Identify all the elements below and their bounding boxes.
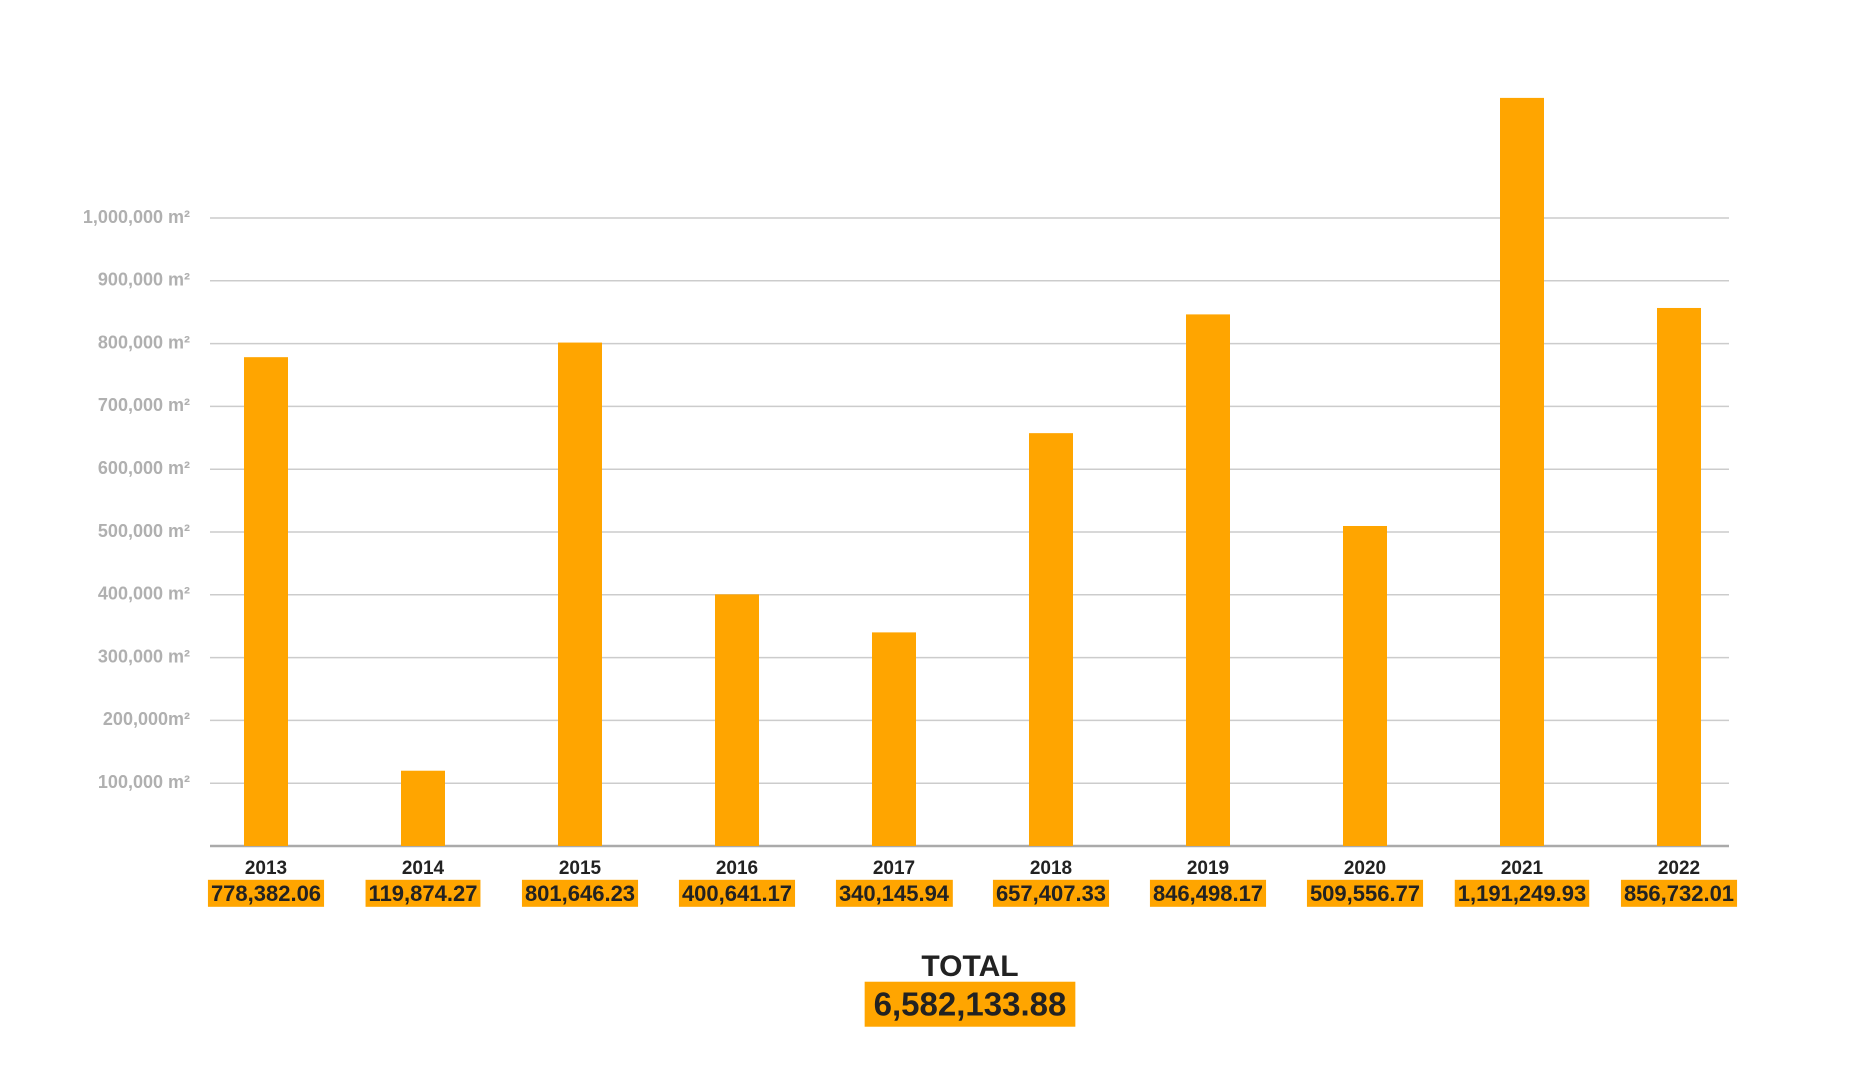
value-label-box	[1306, 879, 1424, 907]
bar	[401, 770, 445, 846]
x-tick-label: 2018	[1030, 858, 1072, 879]
value-label: 856,732.01	[1624, 881, 1734, 906]
value-label: 846,498.17	[1153, 881, 1263, 906]
bar	[1500, 97, 1544, 847]
value-label-group: 119,874.27	[365, 879, 481, 907]
value-label: 509,556.77	[1310, 881, 1420, 906]
x-tick-label: 2014	[402, 858, 445, 879]
bar	[872, 632, 916, 846]
bar	[1029, 433, 1073, 846]
value-label-group: 778,382.06	[207, 879, 325, 907]
total-value-group: 6,582,133.88	[864, 981, 1076, 1027]
value-label: 400,641.17	[682, 881, 792, 906]
value-label-group: 1,191,249.93	[1454, 879, 1590, 907]
value-label-box	[365, 879, 481, 907]
x-tick-label: 2017	[873, 858, 915, 879]
x-tick-label: 2020	[1344, 858, 1386, 879]
y-tick-label: 300,000 m²	[98, 646, 190, 666]
value-label-box	[521, 879, 639, 907]
bar	[715, 594, 759, 846]
bar	[1186, 314, 1230, 846]
total-title: TOTAL	[921, 950, 1018, 983]
value-label: 657,407.33	[996, 881, 1106, 906]
value-label: 801,646.23	[525, 881, 635, 906]
y-tick-label: 400,000 m²	[98, 584, 190, 604]
bar	[558, 342, 602, 846]
total-value: 6,582,133.88	[874, 986, 1067, 1023]
value-label-group: 657,407.33	[992, 879, 1110, 907]
value-label-group: 400,641.17	[678, 879, 796, 907]
x-tick-label: 2016	[716, 858, 758, 879]
bar	[1343, 525, 1387, 846]
value-label-box	[678, 879, 796, 907]
value-label: 340,145.94	[839, 881, 950, 906]
value-label: 1,191,249.93	[1458, 881, 1586, 906]
value-label: 778,382.06	[211, 881, 321, 906]
value-label-group: 856,732.01	[1620, 879, 1738, 907]
value-label-group: 846,498.17	[1149, 879, 1267, 907]
value-label-box	[1149, 879, 1267, 907]
y-tick-label: 500,000 m²	[98, 521, 190, 541]
y-tick-label: 100,000 m²	[98, 772, 190, 792]
value-label-group: 340,145.94	[835, 879, 953, 907]
value-label-box	[1454, 879, 1590, 907]
value-label-box	[992, 879, 1110, 907]
value-label-group: 509,556.77	[1306, 879, 1424, 907]
x-tick-label: 2015	[559, 858, 602, 879]
value-label-box	[207, 879, 325, 907]
x-tick-label: 2019	[1187, 858, 1229, 879]
value-label: 119,874.27	[369, 881, 478, 906]
y-tick-label: 200,000m²	[103, 709, 190, 729]
total-value-box	[864, 981, 1076, 1027]
bar	[1657, 307, 1701, 846]
y-tick-label: 700,000 m²	[98, 395, 190, 415]
value-label-group: 801,646.23	[521, 879, 639, 907]
x-tick-label: 2013	[245, 858, 287, 879]
x-tick-label: 2022	[1658, 858, 1700, 879]
y-tick-label: 800,000 m²	[98, 332, 190, 352]
x-tick-label: 2021	[1501, 858, 1544, 879]
y-tick-label: 1,000,000 m²	[83, 207, 190, 227]
bar	[244, 357, 288, 846]
value-label-box	[1620, 879, 1738, 907]
value-label-box	[835, 879, 953, 907]
y-tick-label: 600,000 m²	[98, 458, 190, 478]
y-tick-label: 900,000 m²	[98, 270, 190, 290]
